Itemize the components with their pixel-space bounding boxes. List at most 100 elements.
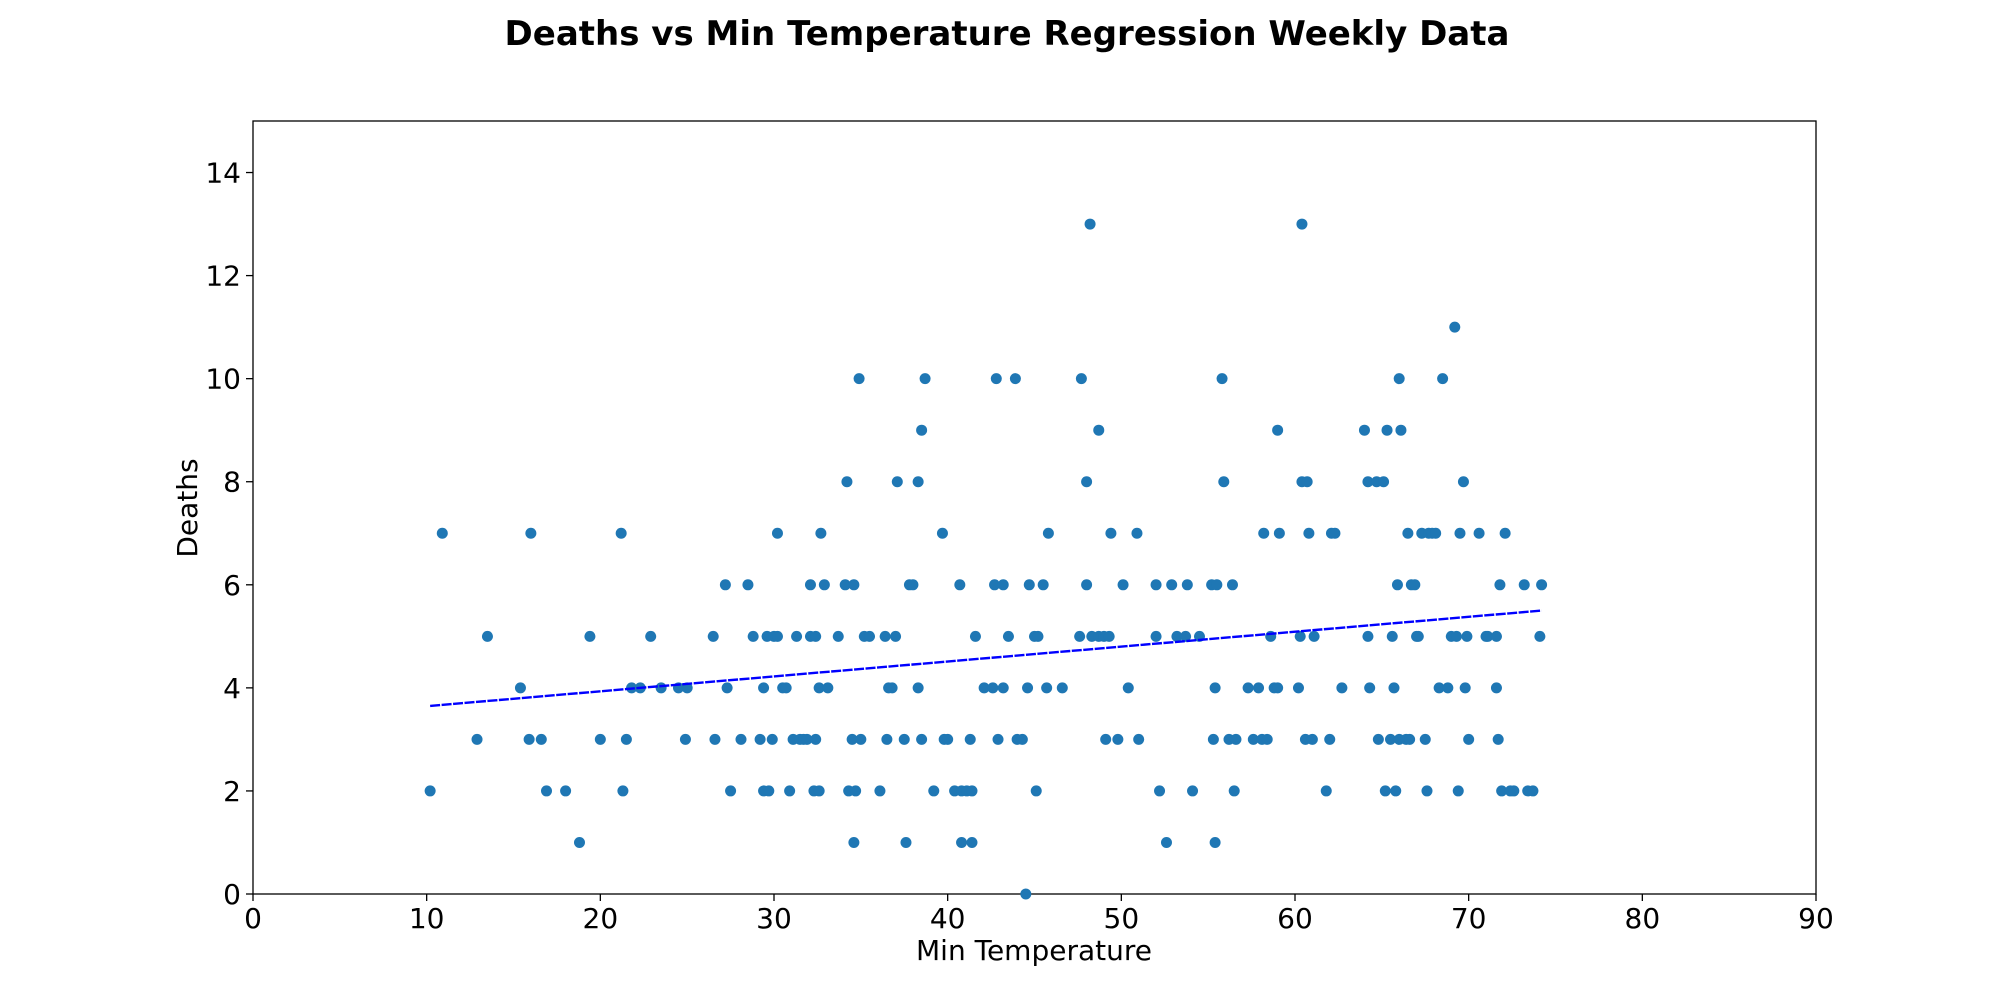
data-point: [766, 733, 778, 745]
data-point: [1378, 476, 1390, 488]
data-point: [1395, 424, 1407, 436]
data-point: [850, 785, 862, 797]
data-point: [848, 579, 860, 591]
data-point: [1032, 630, 1044, 642]
data-point: [928, 785, 940, 797]
x-tick-label: 40: [930, 902, 966, 935]
data-point: [1122, 682, 1134, 694]
data-point: [1419, 733, 1431, 745]
data-point: [1449, 321, 1461, 333]
data-point: [1103, 630, 1115, 642]
data-point: [942, 733, 954, 745]
y-tick-label: 6: [223, 569, 241, 602]
data-point: [1084, 218, 1096, 230]
data-point: [855, 733, 867, 745]
data-point: [956, 836, 968, 848]
y-tick-label: 2: [223, 775, 241, 808]
data-point: [1409, 579, 1421, 591]
data-point: [813, 682, 825, 694]
data-point: [1294, 630, 1306, 642]
data-point: [846, 733, 858, 745]
data-point: [1499, 527, 1511, 539]
data-point: [1117, 579, 1129, 591]
data-point: [954, 579, 966, 591]
data-point: [919, 373, 931, 385]
y-tick-label: 4: [223, 672, 241, 705]
data-point: [620, 733, 632, 745]
x-tick-label: 60: [1277, 902, 1313, 935]
y-tick-label: 0: [223, 878, 241, 911]
data-point: [1454, 527, 1466, 539]
data-point: [1388, 682, 1400, 694]
data-point: [1247, 733, 1259, 745]
data-point: [709, 733, 721, 745]
data-point: [1482, 630, 1494, 642]
data-point: [1385, 733, 1397, 745]
data-point: [1364, 682, 1376, 694]
data-point: [1042, 527, 1054, 539]
regression-line: [430, 609, 1542, 708]
data-point: [758, 682, 770, 694]
data-point: [719, 579, 731, 591]
data-point: [535, 733, 547, 745]
data-point: [742, 579, 754, 591]
data-point: [1527, 785, 1539, 797]
data-point: [1218, 476, 1230, 488]
x-axis-label: Min Temperature: [916, 934, 1152, 967]
data-point: [841, 476, 853, 488]
data-point: [1228, 785, 1240, 797]
data-point: [791, 630, 803, 642]
data-point: [1020, 888, 1032, 900]
data-point: [900, 836, 912, 848]
data-point: [1150, 579, 1162, 591]
data-point: [853, 373, 865, 385]
data-point: [839, 579, 851, 591]
data-point: [1386, 630, 1398, 642]
y-axis-label: Deaths: [171, 458, 204, 557]
data-point: [707, 630, 719, 642]
data-point: [481, 630, 493, 642]
data-point: [810, 630, 822, 642]
data-point: [560, 785, 572, 797]
data-point: [818, 579, 830, 591]
data-point: [1187, 785, 1199, 797]
data-point: [721, 682, 733, 694]
data-point: [1459, 682, 1471, 694]
data-point: [1433, 682, 1445, 694]
data-point: [1041, 682, 1053, 694]
data-point: [964, 733, 976, 745]
x-tick-label: 30: [756, 902, 792, 935]
data-point: [1452, 785, 1464, 797]
data-point: [735, 733, 747, 745]
data-point: [1362, 476, 1374, 488]
data-point: [436, 527, 448, 539]
data-point: [424, 785, 436, 797]
data-point: [1211, 579, 1223, 591]
data-point: [771, 630, 783, 642]
data-point: [1457, 476, 1469, 488]
data-point: [1336, 682, 1348, 694]
data-point: [1379, 785, 1391, 797]
data-point: [1258, 527, 1270, 539]
data-point: [1421, 785, 1433, 797]
data-point: [1209, 836, 1221, 848]
y-tick-label: 10: [205, 363, 241, 396]
data-point: [978, 682, 990, 694]
data-point: [1272, 424, 1284, 436]
data-point: [1273, 527, 1285, 539]
data-point: [747, 630, 759, 642]
data-point: [969, 630, 981, 642]
data-point: [1329, 527, 1341, 539]
data-point: [594, 733, 606, 745]
x-axis: 0 10 20 30 40 50 60 70 80 90: [244, 894, 1834, 935]
y-tick-label: 12: [205, 260, 241, 293]
x-tick-label: 50: [1104, 902, 1140, 935]
data-point: [1022, 682, 1034, 694]
data-point: [810, 733, 822, 745]
data-point: [1154, 785, 1166, 797]
data-point: [990, 373, 1002, 385]
data-point: [912, 476, 924, 488]
data-point: [771, 527, 783, 539]
data-point: [1226, 579, 1238, 591]
x-tick-label: 20: [583, 902, 619, 935]
